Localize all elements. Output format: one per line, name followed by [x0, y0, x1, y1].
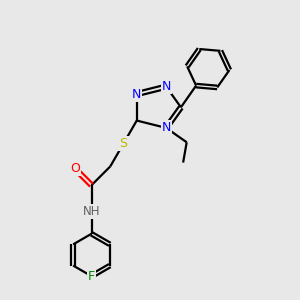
- Text: N: N: [161, 80, 171, 93]
- Text: O: O: [70, 162, 80, 175]
- Text: N: N: [161, 122, 171, 134]
- Text: NH: NH: [83, 205, 100, 218]
- Text: F: F: [88, 270, 95, 283]
- Text: N: N: [132, 88, 141, 100]
- Text: S: S: [119, 137, 128, 150]
